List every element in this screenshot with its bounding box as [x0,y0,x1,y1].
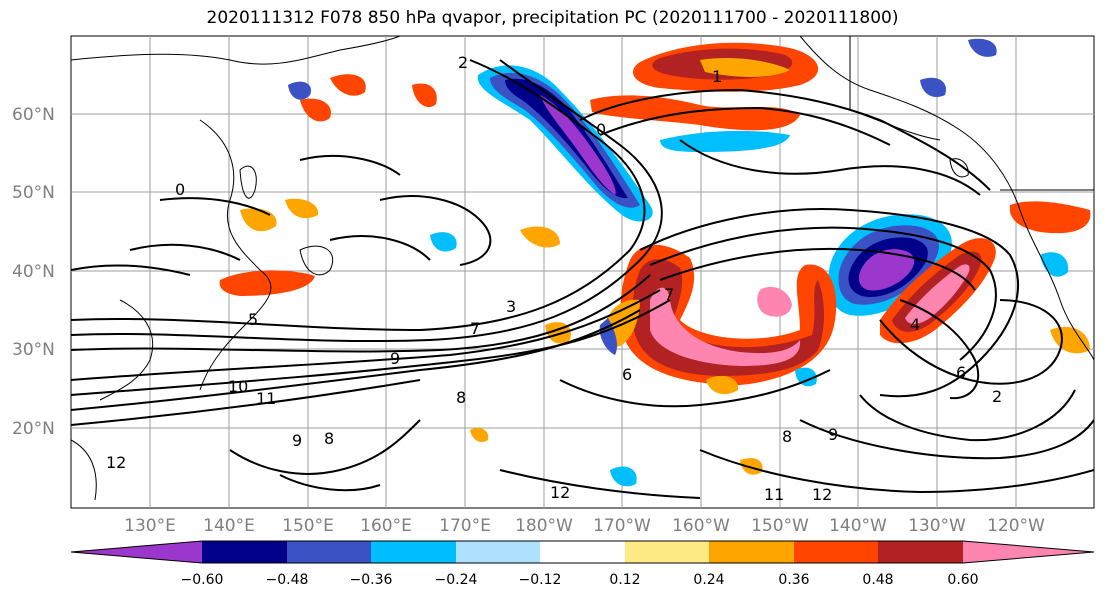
contour-label: 9 [390,349,400,368]
map-title: 2020111312 F078 850 hPa qvapor, precipit… [206,8,899,28]
colorbar-segment [287,541,371,563]
contour-label: 12 [106,453,126,472]
contour-label: 11 [764,485,784,504]
contour-label: 12 [812,485,832,504]
lon-label: 160°E [360,516,412,536]
colorbar-segment [71,541,202,563]
colorbar-tick-label: −0.24 [435,572,478,588]
colorbar-tick-label: −0.48 [266,572,309,588]
colorbar-tick-label: 0.60 [947,572,978,588]
latitude-labels: 60°N 50°N 40°N 30°N 20°N [12,105,55,439]
lon-label: 170°W [593,516,651,536]
lat-label: 60°N [12,105,55,125]
contour-label: 9 [828,425,838,444]
contour-label: 8 [456,388,466,407]
contour-label: 11 [256,389,276,408]
colorbar-tick-labels: −0.60 −0.48 −0.36 −0.24 −0.12 0.12 0.24 … [181,572,979,588]
contour-labels: 2 0 1 0 3 6 7 8 9 10 11 12 9 8 12 11 12 … [106,53,1002,504]
lon-label: 140°W [829,516,887,536]
colorbar-segment [625,541,709,563]
lon-label: 140°E [203,516,255,536]
colorbar-segment [540,541,625,563]
lat-label: 50°N [12,183,55,203]
lat-label: 20°N [12,419,55,439]
colorbar-tick-label: −0.36 [350,572,393,588]
colorbar-tick-label: 0.48 [862,572,893,588]
lat-label: 40°N [12,262,55,282]
lon-label: 130°W [908,516,966,536]
contour-label: 9 [292,431,302,450]
lon-label: 150°W [751,516,809,536]
contour-label: 10 [228,377,248,396]
colorbar-tick-label: −0.60 [181,572,224,588]
colorbar-segment [371,541,456,563]
colorbar-segment [963,541,1094,563]
gridlines [71,36,1094,508]
colorbar-tick-label: 0.12 [609,572,640,588]
longitude-labels: 130°E 140°E 150°E 160°E 170°E 180°W 170°… [124,516,1045,536]
contour-label: 5 [248,310,258,329]
colorbar-segment [794,541,878,563]
lon-label: 160°W [672,516,730,536]
colorbar-outline [70,540,1095,564]
lon-label: 130°E [124,516,176,536]
colorbar-tick-label: 0.24 [693,572,724,588]
contour-label: 7 [470,319,480,338]
coastlines [71,36,1094,501]
qvapor-contours [71,59,1094,499]
colorbar-tick-label: −0.12 [519,572,562,588]
colorbar-tick-label: 0.36 [778,572,809,588]
contour-label: 0 [596,120,606,139]
lon-label: 180°W [515,516,573,536]
colorbar [70,540,1095,564]
colorbar-segment [202,541,287,563]
contour-label: 12 [550,483,570,502]
colorbar-segment [709,541,794,563]
contour-label: 8 [782,427,792,446]
contour-label: 2 [992,387,1002,406]
lon-label: 120°W [987,516,1045,536]
contour-label: 8 [324,429,334,448]
contour-label: 2 [458,53,468,72]
precip-shading [219,38,1091,487]
contour-label: 4 [910,315,920,334]
contour-label: 6 [622,365,632,384]
colorbar-segment [456,541,540,563]
lon-label: 170°E [439,516,491,536]
contour-label: 3 [506,297,516,316]
colorbar-segment [878,541,963,563]
contour-label: 1 [712,67,722,86]
contour-label: 6 [956,363,966,382]
contour-label: 7 [664,285,674,304]
lat-label: 30°N [12,340,55,360]
contour-label: 0 [175,180,185,199]
lon-label: 150°E [282,516,334,536]
